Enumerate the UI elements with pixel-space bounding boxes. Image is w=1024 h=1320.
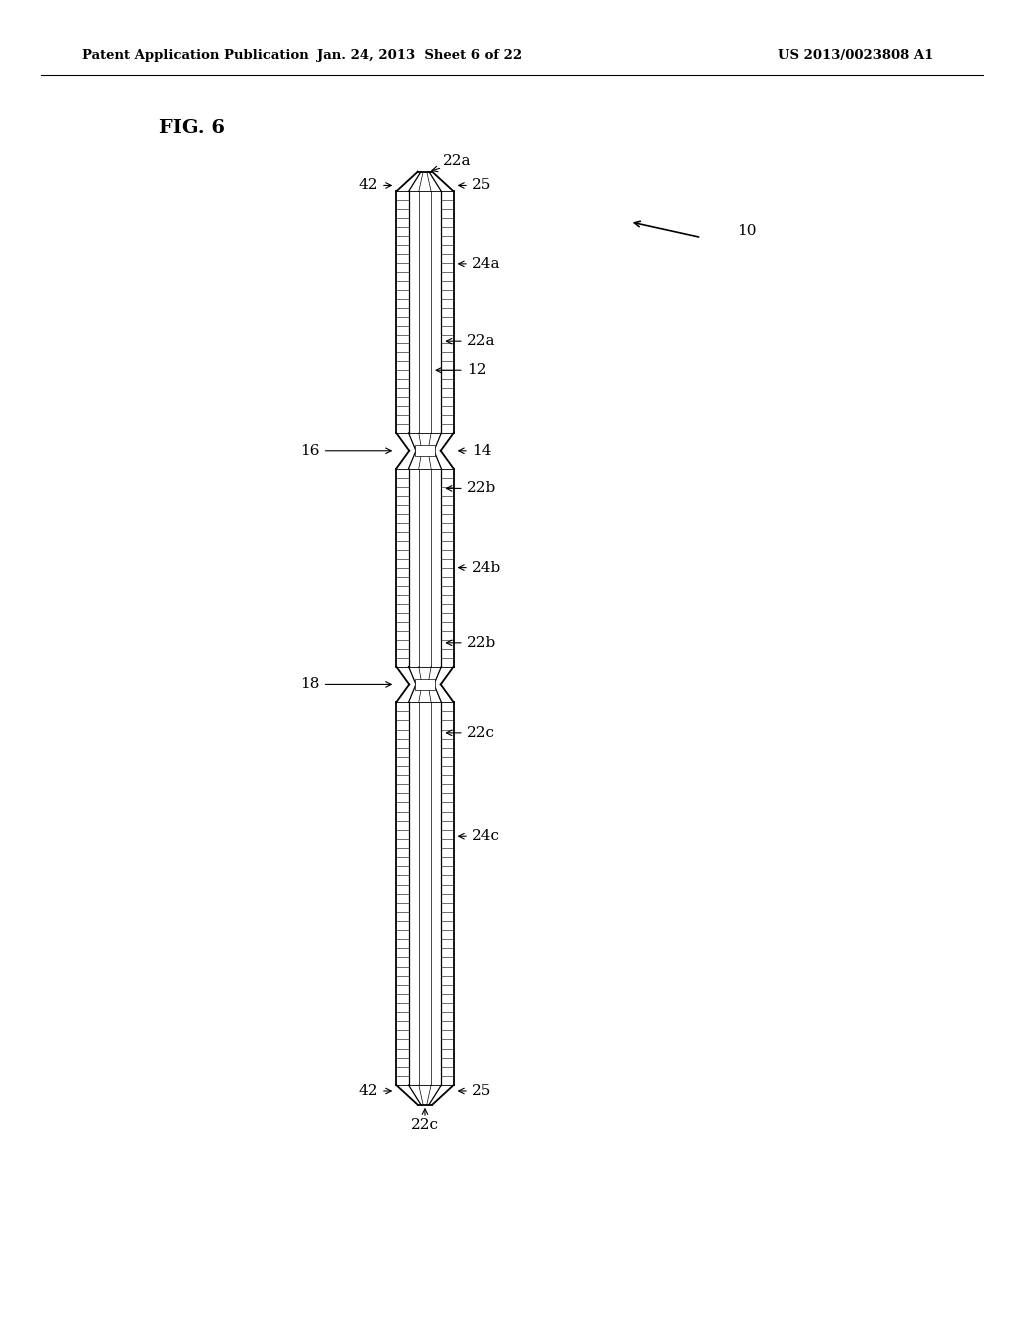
Text: 22a: 22a	[443, 153, 472, 168]
Polygon shape	[396, 433, 454, 469]
Text: 22c: 22c	[411, 1118, 439, 1131]
Text: 24a: 24a	[472, 257, 501, 271]
Text: 42: 42	[358, 178, 378, 193]
Text: Jan. 24, 2013  Sheet 6 of 22: Jan. 24, 2013 Sheet 6 of 22	[317, 49, 522, 62]
Text: 18: 18	[300, 677, 319, 692]
Text: 10: 10	[737, 224, 757, 238]
Text: 24c: 24c	[472, 829, 500, 843]
Polygon shape	[396, 1085, 454, 1105]
Text: 12: 12	[467, 363, 486, 378]
Text: 25: 25	[472, 1084, 492, 1098]
Text: US 2013/0023808 A1: US 2013/0023808 A1	[778, 49, 934, 62]
Text: 16: 16	[300, 444, 319, 458]
Bar	[415, 445, 435, 457]
Bar	[396, 702, 454, 1085]
Text: 22c: 22c	[467, 726, 495, 741]
Text: 22b: 22b	[467, 482, 497, 495]
Text: 42: 42	[358, 1084, 378, 1098]
Text: FIG. 6: FIG. 6	[159, 119, 224, 137]
Bar	[415, 678, 435, 690]
Text: 14: 14	[472, 444, 492, 458]
Bar	[396, 469, 454, 667]
Polygon shape	[396, 172, 454, 191]
Bar	[396, 191, 454, 433]
Text: Patent Application Publication: Patent Application Publication	[82, 49, 308, 62]
Polygon shape	[396, 667, 454, 702]
Text: 25: 25	[472, 178, 492, 193]
Text: 22a: 22a	[467, 334, 496, 348]
Text: 24b: 24b	[472, 561, 502, 574]
Text: 22b: 22b	[467, 636, 497, 649]
